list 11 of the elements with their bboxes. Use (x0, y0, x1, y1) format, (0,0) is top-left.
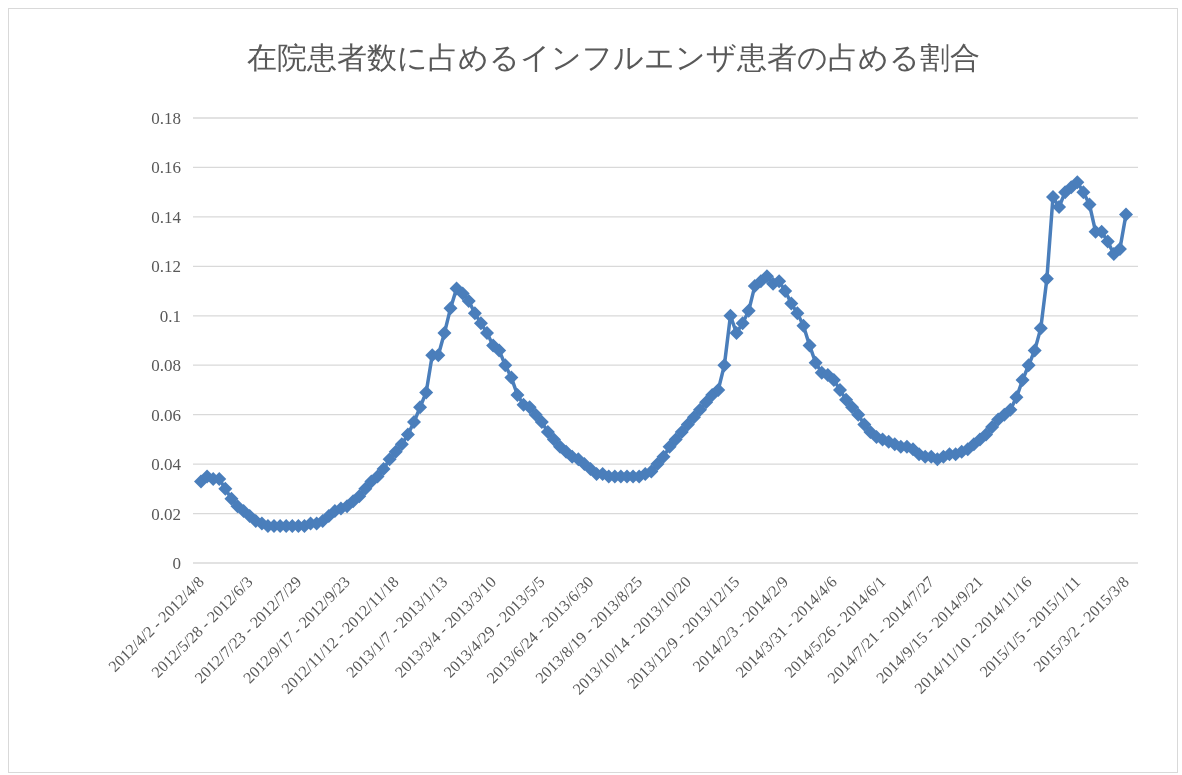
y-tick-label: 0.14 (151, 207, 182, 227)
y-tick-label: 0 (172, 553, 181, 573)
y-tick-label: 0.02 (151, 504, 181, 524)
y-tick-label: 0.04 (151, 455, 182, 475)
y-tick-label: 0.16 (151, 158, 181, 178)
y-tick-label: 0.08 (151, 356, 181, 376)
y-tick-label: 0.06 (151, 405, 181, 425)
y-tick-label: 0.18 (151, 108, 181, 128)
y-tick-label: 0.1 (159, 306, 181, 326)
y-tick-label: 0.12 (151, 257, 181, 277)
chart-title: 在院患者数に占めるインフルエンザ患者の占める割合 (246, 40, 980, 75)
